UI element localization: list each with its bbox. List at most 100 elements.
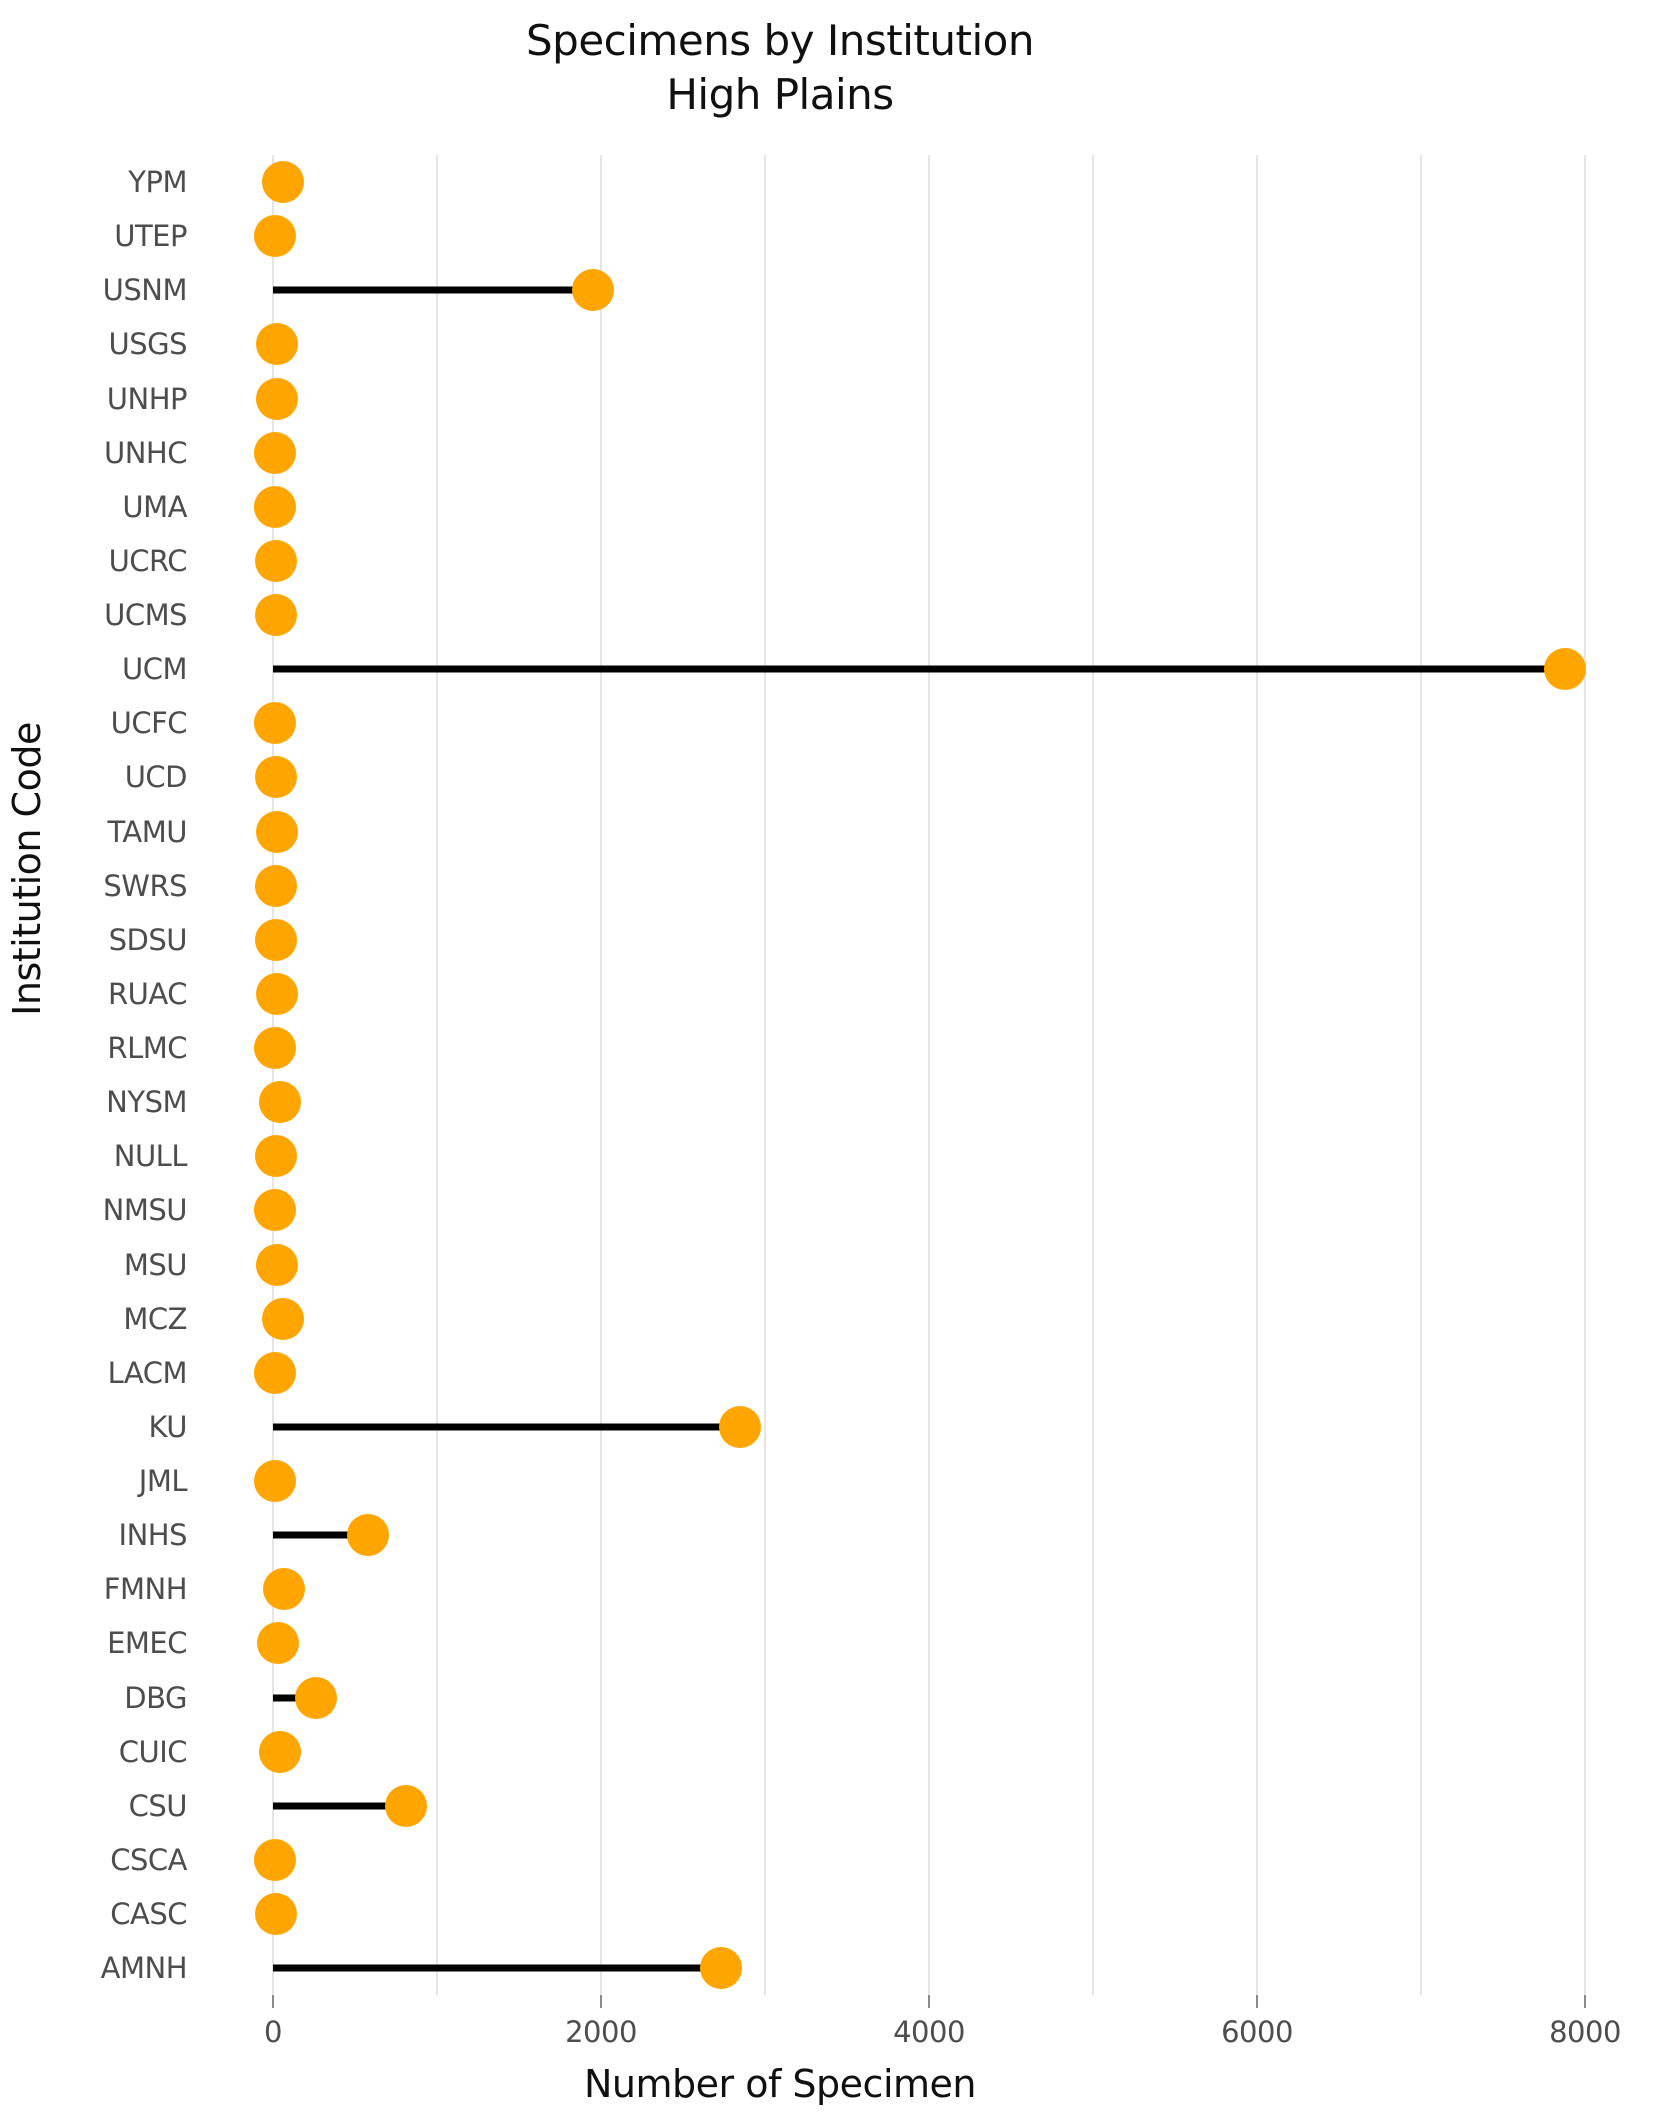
dot-usgs	[256, 323, 299, 366]
gridline-x-5000	[1092, 155, 1094, 1995]
row-inhs: INHS	[119, 1508, 1633, 1562]
dot-ucfc	[254, 702, 297, 745]
dot-uma	[254, 485, 297, 528]
dot-tamu	[256, 810, 299, 853]
y-tick-label-sdsu: SDSU	[108, 922, 188, 957]
y-tick-label-ucrc: UCRC	[108, 543, 188, 578]
dot-unhc	[254, 431, 297, 474]
gridline-x-8000	[1584, 155, 1586, 1995]
dot-null	[255, 1135, 298, 1178]
y-tick-label-null: NULL	[113, 1139, 188, 1174]
y-tick-label-tamu: TAMU	[107, 814, 187, 849]
y-tick-label-inhs: INHS	[118, 1518, 188, 1553]
chart-title: Specimens by Institution High Plains	[0, 14, 1560, 122]
row-usgs: USGS	[108, 317, 1633, 371]
row-mcz: MCZ	[123, 1292, 1633, 1346]
y-tick-label-usnm: USNM	[102, 273, 188, 308]
y-tick-label-csu: CSU	[128, 1788, 188, 1823]
plot-panel: YPM UTEP USNM USGS UNHP UNHC UMA UCRC UCMS UCM UCF…	[101, 155, 1633, 1995]
y-tick-label-ucms: UCMS	[104, 598, 187, 633]
stem-inhs	[273, 1531, 369, 1539]
row-unhc: UNHC	[104, 426, 1633, 480]
y-tick-label-msu: MSU	[123, 1247, 188, 1282]
dot-ucms	[255, 594, 298, 637]
x-tick-label-2000: 2000	[565, 2015, 637, 2049]
y-tick-label-swrs: SWRS	[103, 868, 187, 903]
dot-rlmc	[254, 1027, 297, 1070]
row-ruac: RUAC	[108, 967, 1633, 1021]
row-csca: CSCA	[110, 1833, 1633, 1887]
dot-nmsu	[254, 1189, 297, 1232]
x-tick-label-0: 0	[264, 2015, 282, 2049]
gridline-x-6000	[1256, 155, 1258, 1995]
y-tick-label-ucfc: UCFC	[110, 706, 188, 741]
y-tick-label-nysm: NYSM	[106, 1085, 187, 1120]
row-rlmc: RLMC	[107, 1021, 1633, 1075]
y-tick-label-rlmc: RLMC	[107, 1031, 187, 1066]
row-ucfc: UCFC	[111, 696, 1633, 750]
row-ku: KU	[149, 1400, 1633, 1454]
dot-cuic	[258, 1730, 301, 1773]
dot-ku	[719, 1405, 762, 1448]
stem-ucm	[273, 665, 1566, 673]
row-ucrc: UCRC	[109, 534, 1633, 588]
row-emec: EMEC	[107, 1616, 1633, 1670]
x-tick-label-4000: 4000	[893, 2015, 965, 2049]
dot-emec	[256, 1622, 299, 1665]
x-tick-0	[272, 1995, 274, 2008]
dot-ruac	[256, 972, 299, 1015]
gridline-x-4000	[928, 155, 930, 1995]
dot-csu	[384, 1784, 427, 1827]
gridline-x-0	[272, 155, 274, 1995]
dot-ypm	[261, 161, 304, 204]
dot-ucd	[255, 756, 298, 799]
dot-unhp	[256, 377, 299, 420]
row-amnh: AMNH	[101, 1941, 1633, 1995]
stem-amnh	[273, 1964, 721, 1972]
row-utep: UTEP	[114, 209, 1633, 263]
chart-title-line1: Specimens by Institution	[526, 16, 1034, 65]
row-usnm: USNM	[103, 263, 1633, 317]
row-swrs: SWRS	[103, 859, 1633, 913]
stem-dbg	[273, 1694, 316, 1702]
y-tick-label-ucm: UCM	[122, 652, 188, 687]
x-axis: 0 2000 4000 6000 8000	[264, 1995, 1633, 2055]
y-axis-title: Institution Code	[5, 722, 49, 1016]
row-cuic: CUIC	[119, 1725, 1633, 1779]
dot-csca	[254, 1838, 297, 1881]
dot-jml	[254, 1460, 297, 1503]
plot-rows: YPM UTEP USNM USGS UNHP UNHC UMA UCRC UCMS UCM UCF…	[101, 155, 1633, 1995]
y-tick-label-casc: CASC	[110, 1897, 187, 1932]
y-tick-label-cuic: CUIC	[118, 1734, 188, 1769]
row-tamu: TAMU	[107, 805, 1633, 859]
row-ypm: YPM	[128, 155, 1633, 209]
dot-msu	[256, 1243, 299, 1286]
row-csu: CSU	[129, 1779, 1633, 1833]
dot-ucrc	[255, 539, 298, 582]
y-tick-label-unhc: UNHC	[104, 435, 187, 470]
y-tick-label-jml: JML	[138, 1464, 188, 1499]
x-tick-label-6000: 6000	[1221, 2015, 1293, 2049]
row-casc: CASC	[110, 1887, 1633, 1941]
y-tick-label-amnh: AMNH	[100, 1951, 188, 1986]
x-tick-6000	[1256, 1995, 1258, 2008]
row-lacm: LACM	[108, 1346, 1633, 1400]
dot-swrs	[255, 864, 298, 907]
y-tick-label-utep: UTEP	[114, 219, 187, 254]
gridline-x-3000	[764, 155, 766, 1995]
dot-sdsu	[255, 918, 298, 961]
gridline-x-2000	[600, 155, 602, 1995]
stem-ku	[273, 1423, 741, 1431]
dot-inhs	[347, 1514, 390, 1557]
y-tick-label-ypm: YPM	[128, 165, 187, 200]
y-tick-label-ku: KU	[148, 1409, 188, 1444]
row-fmnh: FMNH	[104, 1562, 1633, 1616]
dot-nysm	[258, 1081, 301, 1124]
y-tick-label-dbg: DBG	[124, 1680, 187, 1715]
row-msu: MSU	[124, 1238, 1633, 1292]
row-dbg: DBG	[124, 1671, 1633, 1725]
row-ucms: UCMS	[104, 588, 1633, 642]
stem-usnm	[273, 286, 593, 294]
y-tick-label-unhp: UNHP	[106, 381, 188, 416]
